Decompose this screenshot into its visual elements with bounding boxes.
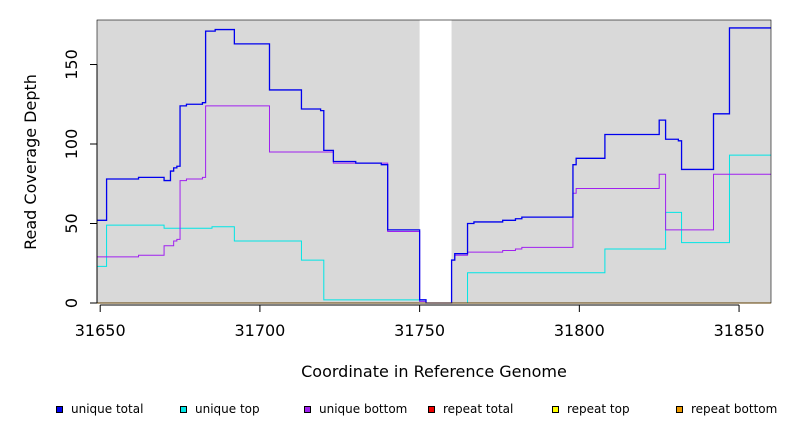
legend-item-repeat-total: repeat total	[428, 402, 513, 416]
legend: unique total unique top unique bottom repea…	[0, 402, 792, 416]
gap-region	[419, 20, 452, 303]
legend-label: unique bottom	[319, 402, 408, 416]
legend-item-unique-top: unique top	[180, 402, 260, 416]
legend-swatch	[180, 405, 187, 413]
x-tick-label: 31700	[234, 321, 285, 340]
y-tick-label: 150	[62, 49, 81, 80]
legend-label: repeat total	[443, 402, 514, 416]
legend-swatch	[552, 405, 559, 413]
legend-label: repeat bottom	[691, 402, 778, 416]
legend-swatch	[56, 405, 63, 413]
y-tick-label: 50	[62, 213, 81, 233]
y-tick-label: 100	[62, 129, 81, 160]
y-axis-label: Read Coverage Depth	[21, 74, 40, 250]
x-tick-label: 31800	[554, 321, 605, 340]
legend-swatch	[304, 405, 311, 413]
legend-swatch	[676, 405, 683, 413]
legend-item-unique-total: unique total	[56, 402, 143, 416]
series-line-unique-total	[97, 27, 771, 304]
legend-item-repeat-bottom: repeat bottom	[676, 402, 777, 416]
x-axis-label: Coordinate in Reference Genome	[301, 362, 567, 381]
series-line-unique-bottom	[97, 105, 771, 304]
x-tick-label: 31850	[714, 321, 765, 340]
x-tick-label: 31650	[75, 321, 126, 340]
y-tick-label: 0	[62, 298, 81, 308]
legend-item-unique-bottom: unique bottom	[304, 402, 407, 416]
x-tick-label: 31750	[394, 321, 445, 340]
legend-label: repeat top	[567, 402, 630, 416]
legend-item-repeat-top: repeat top	[552, 402, 630, 416]
legend-label: unique total	[71, 402, 144, 416]
legend-label: unique top	[195, 402, 260, 416]
legend-swatch	[428, 405, 435, 413]
axes-layer: 31650 31700 31750 31800 31850 0 50 100 150	[62, 19, 772, 340]
